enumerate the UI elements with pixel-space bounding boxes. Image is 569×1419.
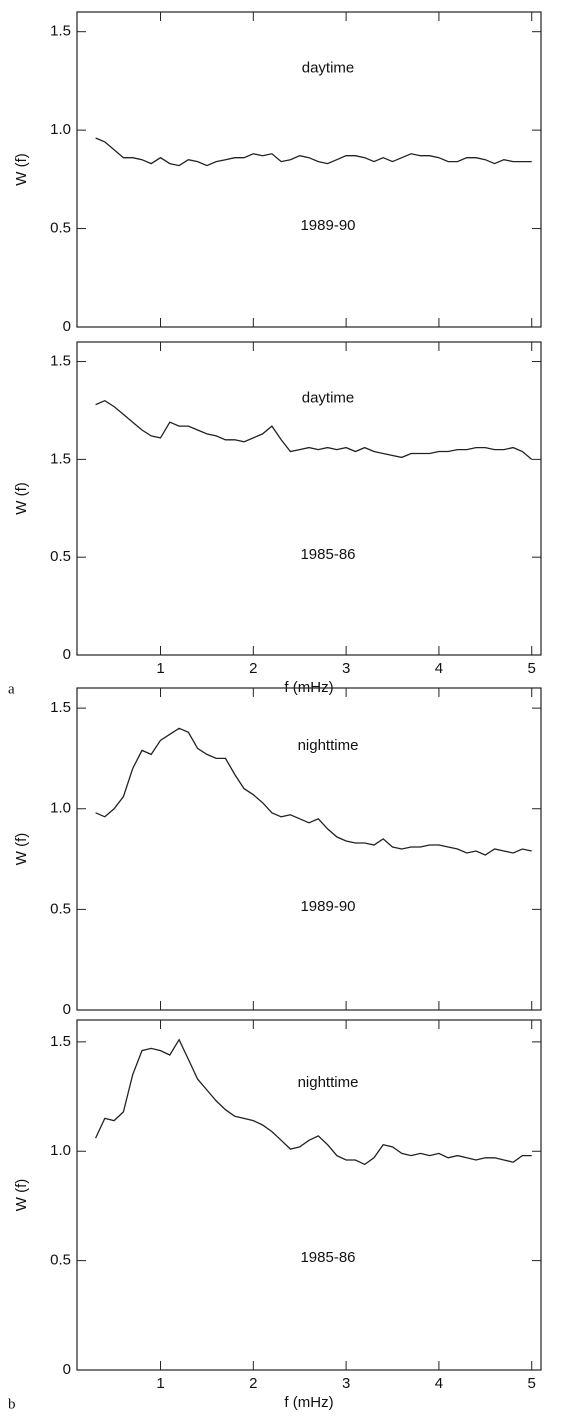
data-line <box>95 399 533 460</box>
y-tick-label: 0 <box>63 1001 71 1018</box>
x-tick-label: 1 <box>156 660 164 677</box>
y-tick-label: 0.5 <box>50 1252 71 1269</box>
y-axis-label: W (f) <box>13 153 30 185</box>
y-tick-label: 0 <box>63 646 71 663</box>
annotation: 1989-90 <box>300 898 355 915</box>
y-tick-label: 0.5 <box>50 900 71 917</box>
x-tick-label: 2 <box>249 1375 257 1392</box>
x-tick-label: 5 <box>528 660 536 677</box>
x-tick-label: 1 <box>156 1375 164 1392</box>
y-axis-label: W (f) <box>13 833 30 865</box>
y-tick-label: 0 <box>63 318 71 335</box>
x-tick-label: 3 <box>342 1375 350 1392</box>
data-line <box>95 1038 532 1166</box>
y-tick-label: 0.5 <box>50 548 71 565</box>
y-tick-label: 1.5 <box>50 1033 71 1050</box>
annotation: 1989-90 <box>300 217 355 234</box>
y-tick-label: 1.5 <box>50 699 71 716</box>
y-tick-label: 1.0 <box>50 800 71 817</box>
plot-frame <box>76 687 542 1011</box>
annotation: daytime <box>302 60 355 77</box>
y-tick-label: 0 <box>63 1361 71 1378</box>
data-line <box>95 137 532 167</box>
x-tick-label: 2 <box>249 660 257 677</box>
x-tick-label: 5 <box>528 1375 536 1392</box>
plot-frame <box>76 1019 542 1371</box>
y-tick-label: 1.0 <box>50 1142 71 1159</box>
y-tick-label: 1.5 <box>50 450 71 467</box>
annotation: 1985-86 <box>300 546 355 563</box>
panel-label: a <box>8 681 15 697</box>
annotation: nighttime <box>298 1074 359 1091</box>
x-tick-label: 4 <box>435 1375 443 1392</box>
y-tick-label: 1.5 <box>50 353 71 370</box>
y-tick-label: 0.5 <box>50 220 71 237</box>
data-line <box>95 727 532 856</box>
x-tick-label: 4 <box>435 660 443 677</box>
annotation: 1985-86 <box>300 1249 355 1266</box>
y-axis-label: W (f) <box>13 482 30 514</box>
y-tick-label: 1.5 <box>50 23 71 40</box>
x-axis-label: f (mHz) <box>284 1394 333 1411</box>
annotation: nighttime <box>298 737 359 754</box>
y-tick-label: 1.0 <box>50 121 71 138</box>
x-tick-label: 3 <box>342 660 350 677</box>
annotation: daytime <box>302 389 355 406</box>
panel-label: b <box>8 1396 16 1412</box>
plot-frame <box>76 341 542 656</box>
y-axis-label: W (f) <box>13 1179 30 1211</box>
plot-frame <box>76 11 542 328</box>
